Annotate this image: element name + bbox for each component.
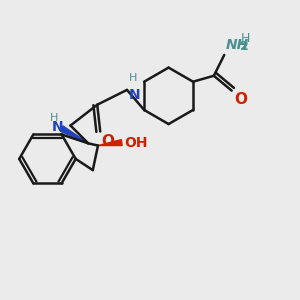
- Text: H: H: [128, 73, 137, 83]
- Text: H: H: [241, 32, 250, 45]
- Text: H: H: [50, 112, 58, 123]
- Polygon shape: [98, 140, 122, 146]
- Text: N: N: [51, 120, 63, 134]
- Text: N: N: [128, 88, 140, 102]
- Text: NH: NH: [226, 38, 249, 52]
- Text: 2: 2: [240, 40, 249, 52]
- Text: OH: OH: [124, 136, 148, 150]
- Text: O: O: [234, 92, 247, 107]
- Polygon shape: [60, 126, 88, 143]
- Text: O: O: [102, 134, 115, 149]
